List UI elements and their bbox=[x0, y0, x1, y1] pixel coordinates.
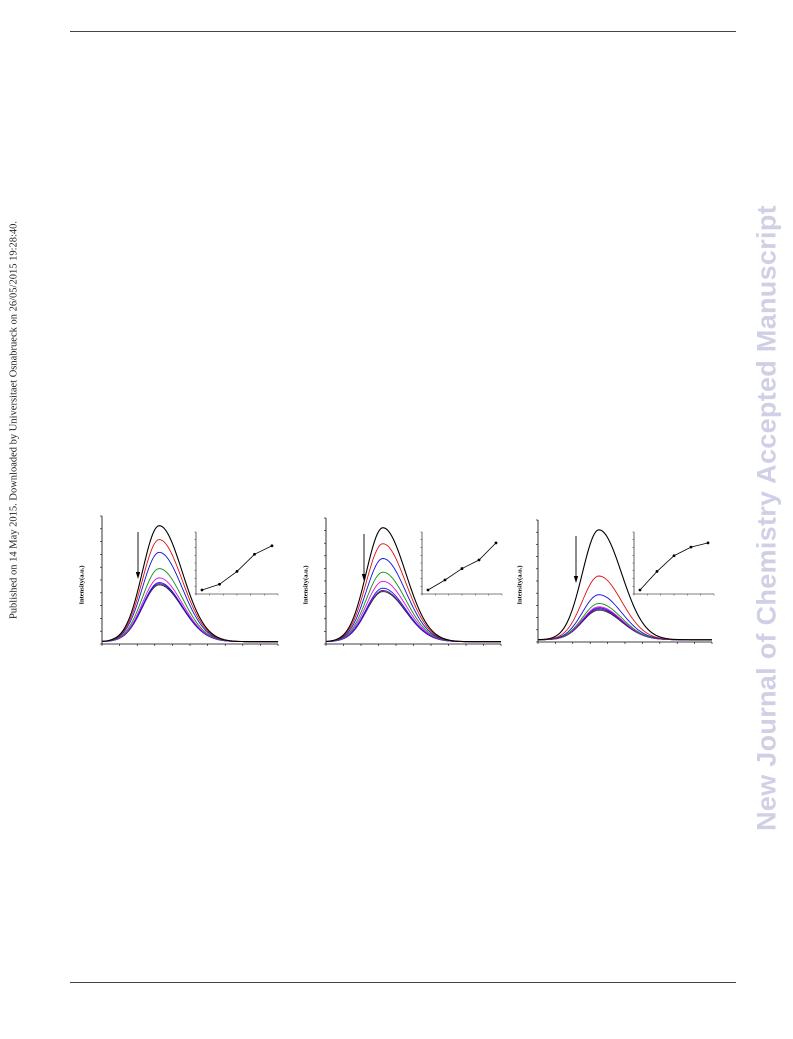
inset-point bbox=[200, 588, 204, 592]
inset-point bbox=[218, 582, 221, 586]
inset-point bbox=[689, 545, 693, 549]
decrease-arrow-head bbox=[573, 576, 579, 583]
header-rule bbox=[70, 31, 736, 32]
inset-point bbox=[235, 570, 239, 573]
inset-point bbox=[460, 567, 464, 570]
inset-point bbox=[477, 558, 481, 562]
series-line-1 bbox=[537, 529, 712, 641]
inset-line bbox=[427, 542, 497, 591]
inset-point bbox=[494, 541, 498, 545]
spectrum-panel-2: Intensity(a.u.) bbox=[298, 510, 505, 655]
inset-point bbox=[426, 588, 430, 592]
inset-point bbox=[253, 552, 256, 556]
spectrum-chart-1 bbox=[100, 515, 279, 646]
series-line-2 bbox=[537, 575, 712, 641]
inset-point bbox=[706, 541, 710, 545]
spectrum-panel-1: Intensity(a.u.) bbox=[74, 510, 284, 655]
spectrum-panel-3: Intensity(a.u.) bbox=[512, 510, 732, 655]
publication-note: Published on 14 May 2015. Downloaded by … bbox=[8, 220, 20, 620]
series-line-2 bbox=[101, 539, 278, 643]
series-line-1 bbox=[325, 527, 501, 643]
spectrum-chart-3 bbox=[536, 519, 715, 644]
inset-point bbox=[638, 588, 642, 592]
series-line-5 bbox=[101, 577, 278, 643]
journal-watermark: New Journal of Chemistry Accepted Manusc… bbox=[751, 205, 782, 831]
inset-point bbox=[443, 578, 447, 582]
series-line-7 bbox=[325, 589, 501, 643]
series-line-1 bbox=[101, 525, 278, 643]
decrease-arrow-head bbox=[135, 572, 141, 579]
decrease-arrow-head bbox=[361, 574, 367, 581]
inset-point bbox=[655, 570, 659, 573]
footer-rule bbox=[70, 982, 736, 983]
inset-line bbox=[639, 542, 709, 591]
inset-line bbox=[201, 545, 273, 591]
inset-point bbox=[270, 544, 274, 548]
inset-point bbox=[672, 554, 676, 558]
spectrum-chart-2 bbox=[324, 517, 503, 646]
